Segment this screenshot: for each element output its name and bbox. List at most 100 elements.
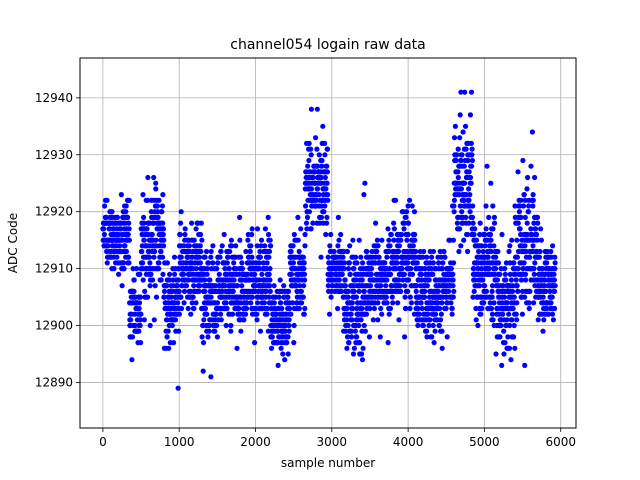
data-point [552, 260, 558, 266]
data-point [160, 226, 167, 232]
data-point [101, 231, 107, 238]
data-point [469, 214, 476, 220]
data-point [208, 254, 214, 260]
data-point [335, 214, 341, 220]
data-point [197, 283, 203, 289]
data-point [388, 231, 394, 238]
data-point [304, 226, 310, 232]
data-point [454, 152, 460, 158]
data-point [451, 209, 457, 215]
data-point [458, 89, 464, 95]
data-point [229, 311, 236, 317]
data-point [233, 243, 239, 249]
data-point [465, 248, 471, 255]
data-point [123, 248, 129, 255]
data-point [175, 277, 181, 283]
data-point [473, 317, 479, 323]
data-point [159, 203, 165, 209]
data-point [268, 345, 275, 351]
data-point [444, 300, 450, 306]
data-point [267, 288, 273, 294]
data-point [451, 288, 457, 294]
data-point [301, 311, 307, 317]
data-point [308, 226, 314, 232]
data-point [537, 248, 543, 255]
data-point [501, 351, 507, 357]
data-point [322, 203, 328, 209]
data-point [331, 248, 337, 255]
data-point [277, 277, 283, 283]
data-point [231, 277, 237, 283]
data-point [448, 266, 454, 272]
data-point [443, 305, 449, 312]
data-point [128, 317, 134, 323]
data-point [512, 203, 518, 209]
data-point [237, 237, 243, 243]
data-point [542, 277, 548, 283]
data-point [155, 209, 161, 215]
data-point [368, 266, 375, 272]
data-point [353, 277, 359, 283]
data-point [319, 163, 325, 169]
data-point [319, 157, 325, 164]
data-point [395, 300, 401, 306]
data-point [335, 305, 341, 312]
data-point [481, 300, 487, 306]
data-point [198, 220, 204, 226]
data-point [142, 288, 148, 294]
data-point [314, 106, 320, 112]
data-point [459, 209, 465, 215]
data-point [467, 112, 473, 118]
data-point [461, 197, 467, 203]
data-point [291, 340, 297, 346]
data-point [472, 226, 478, 232]
data-point [375, 300, 381, 306]
data-point [387, 243, 393, 249]
data-point [165, 328, 171, 334]
data-point [461, 237, 467, 243]
data-point [349, 317, 355, 323]
data-point [397, 283, 403, 289]
data-point [268, 243, 274, 249]
data-point [384, 254, 390, 260]
data-point [541, 283, 547, 289]
data-point [338, 231, 344, 238]
data-point [426, 277, 432, 283]
data-point [489, 288, 495, 294]
data-point [205, 334, 211, 340]
data-point [228, 322, 234, 329]
data-point [342, 283, 348, 289]
data-point [182, 231, 188, 238]
data-point [465, 157, 471, 164]
data-point [285, 351, 291, 357]
data-point [200, 340, 207, 346]
data-point [298, 288, 304, 294]
data-point [455, 169, 461, 175]
data-point [197, 260, 203, 266]
data-point [160, 231, 166, 238]
data-point [109, 209, 115, 215]
data-point [177, 231, 183, 238]
data-point [487, 231, 494, 238]
data-point [486, 214, 492, 220]
data-point [151, 174, 157, 181]
data-point [439, 300, 445, 306]
data-point [139, 248, 145, 255]
data-point [424, 254, 430, 260]
data-point [198, 231, 204, 238]
data-point [136, 305, 142, 312]
data-point [502, 271, 508, 277]
data-point [261, 300, 267, 306]
data-point [530, 243, 536, 249]
data-point [353, 294, 359, 300]
data-point [386, 237, 392, 243]
data-point [466, 220, 472, 226]
data-point [501, 328, 507, 334]
data-point [215, 260, 221, 266]
data-point [358, 254, 364, 260]
data-point [483, 288, 489, 294]
data-point [286, 328, 292, 334]
data-point [467, 174, 474, 181]
data-point [117, 243, 123, 249]
data-point [399, 231, 405, 238]
